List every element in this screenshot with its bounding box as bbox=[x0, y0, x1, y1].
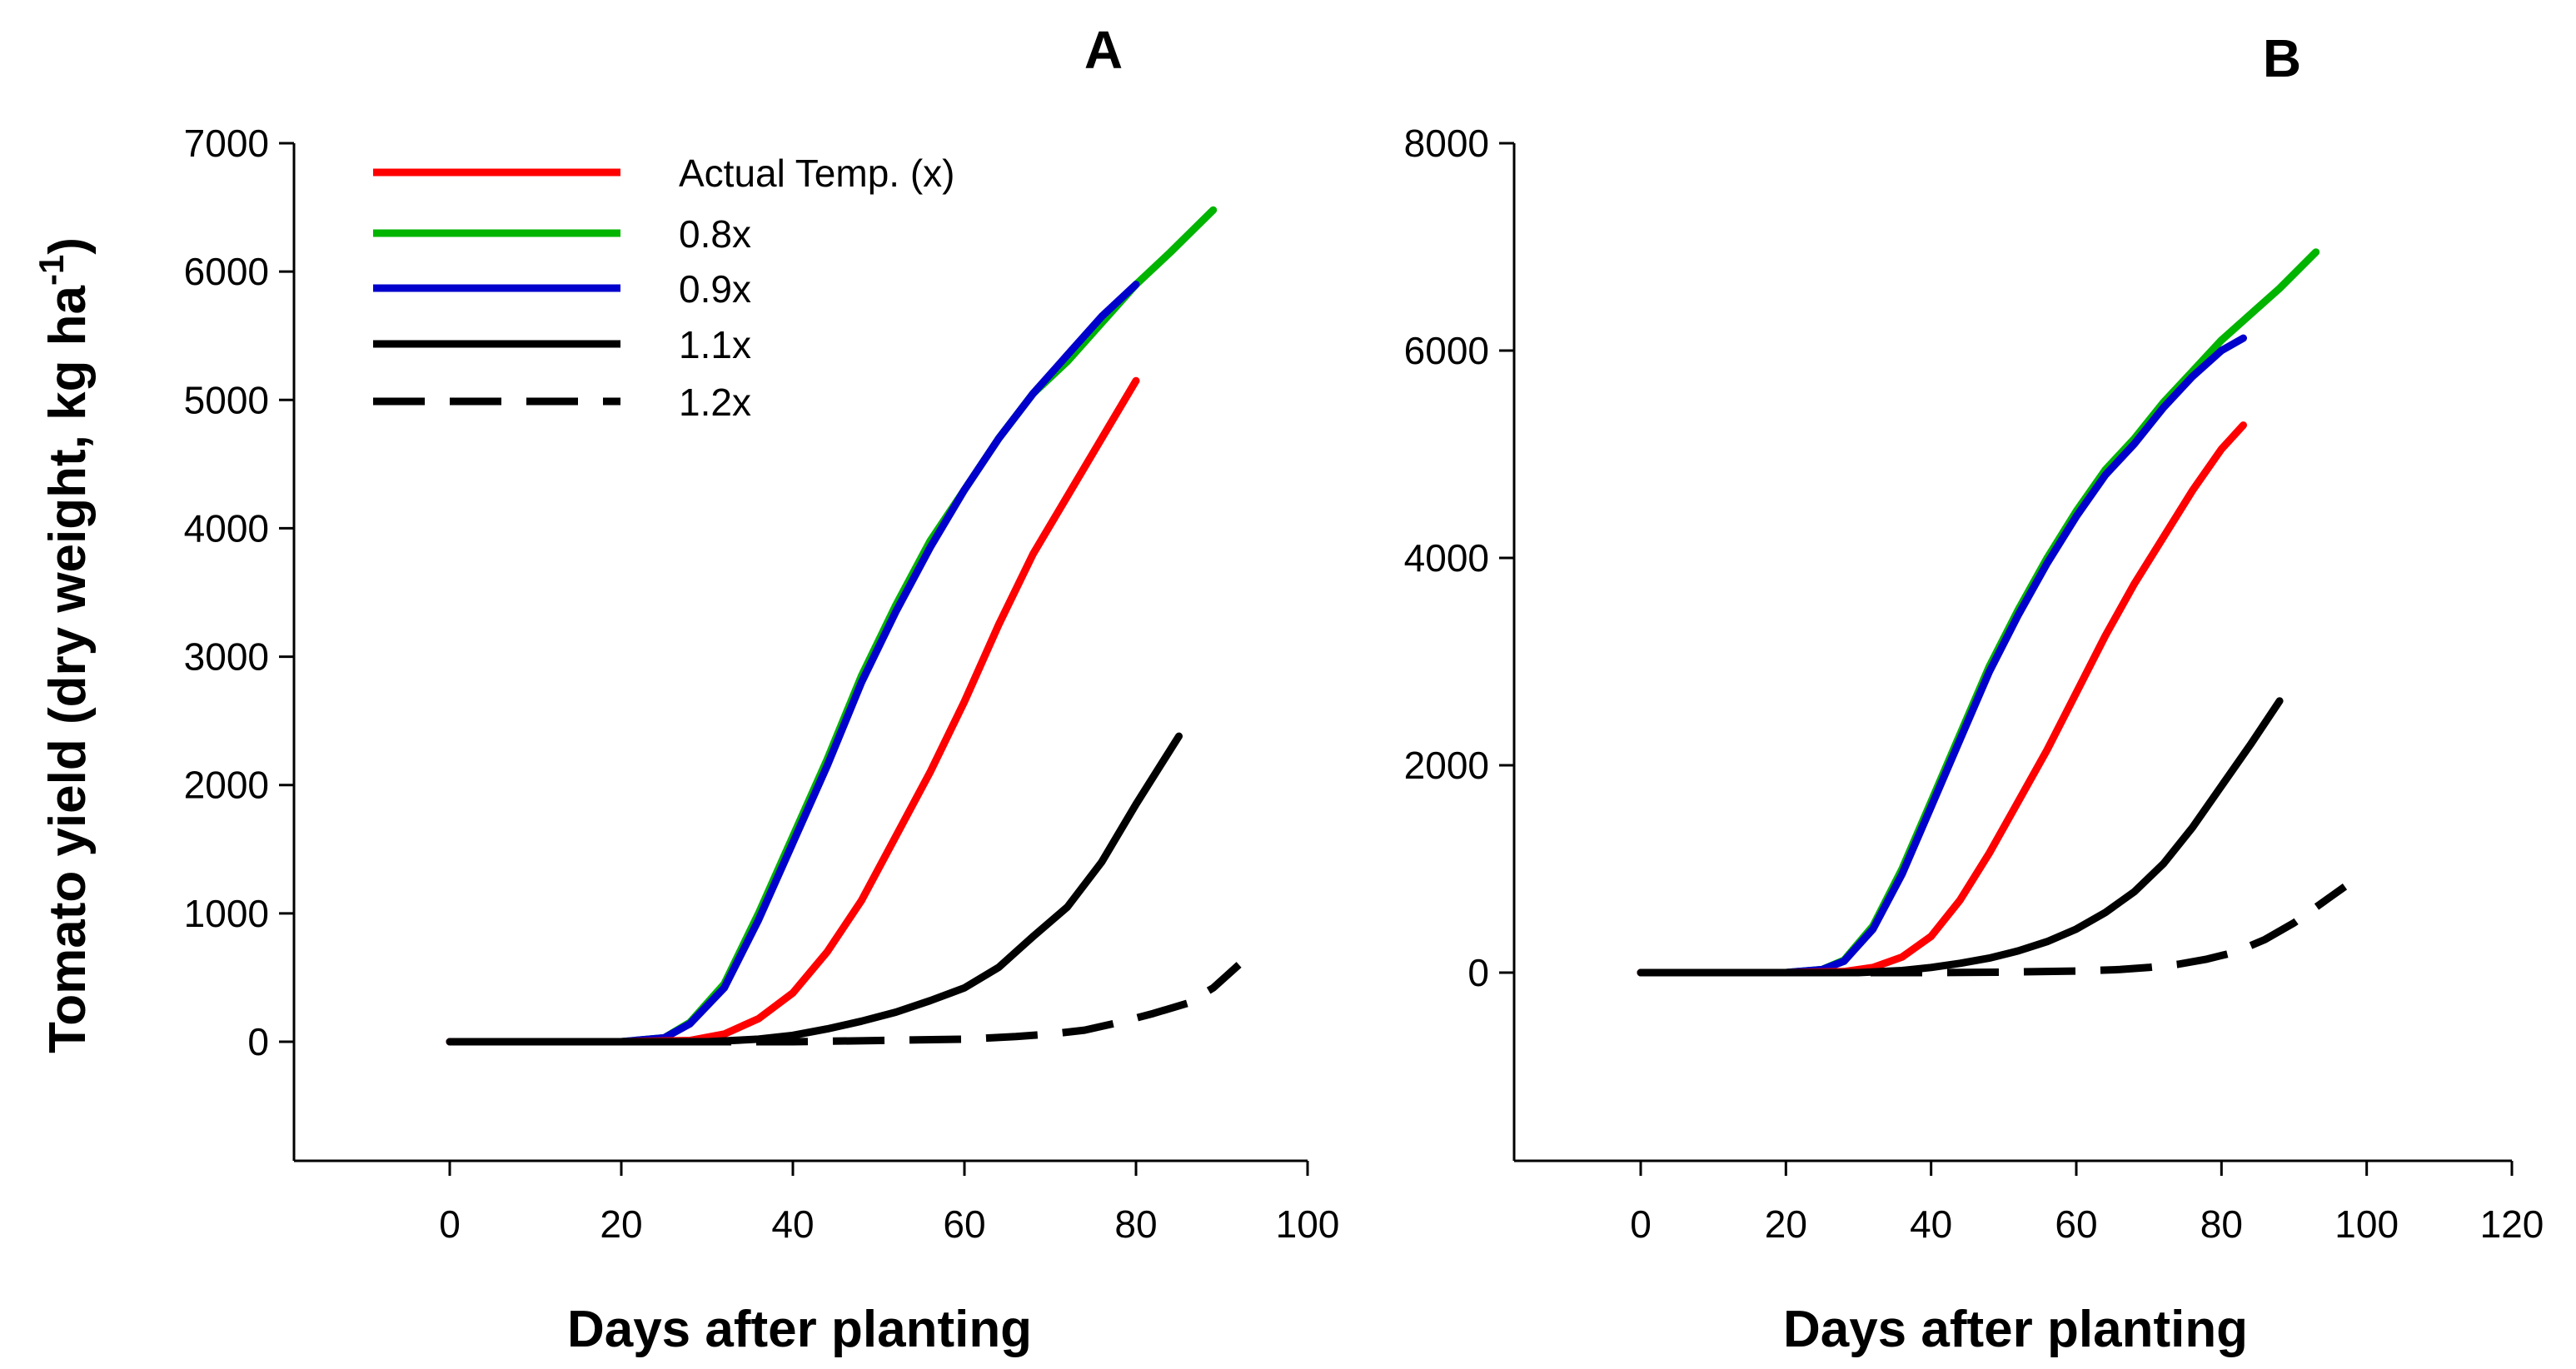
panel-a-label: A bbox=[1084, 20, 1123, 80]
panel-a-y-axis-title-sup: -1 bbox=[32, 255, 71, 286]
panel-b-x-axis-title: Days after planting bbox=[1783, 1301, 2248, 1358]
panel-a-y-axis-title: Tomato yield (dry weight, kg ha-1) bbox=[32, 237, 97, 1053]
panel-b-y-tick-label: 6000 bbox=[1404, 329, 1489, 372]
panel-a-y-tick-label: 0 bbox=[247, 1020, 269, 1063]
legend-item-1-1x: 1.1x bbox=[373, 323, 751, 366]
panel-b-y-tick-label: 0 bbox=[1467, 951, 1489, 994]
panel-a-y-tick-label: 7000 bbox=[184, 122, 269, 165]
panel-b-y-tick-label: 2000 bbox=[1404, 744, 1489, 787]
panel-b-x-tick-label: 60 bbox=[2055, 1202, 2097, 1246]
panel-a-y-tick-label: 2000 bbox=[184, 764, 269, 807]
panel-a-series-1-1x bbox=[446, 732, 1183, 1046]
legend-label-0-8x: 0.8x bbox=[679, 212, 751, 256]
panel-a-y-ticks: 0 1000 2000 3000 4000 5000 6000 7000 bbox=[184, 122, 294, 1063]
panel-b-x-tick-label: 0 bbox=[1630, 1202, 1652, 1246]
panel-b-x-tick-label: 40 bbox=[1910, 1202, 1952, 1246]
panel-a-series-lines bbox=[446, 206, 1242, 1046]
legend-label-actual-temp: Actual Temp. (x) bbox=[679, 152, 954, 195]
panel-a-y-axis-title-main: Tomato yield (dry weight, kg ha bbox=[39, 285, 97, 1053]
panel-a-y-tick-label: 3000 bbox=[184, 635, 269, 679]
legend-label-1-2x: 1.2x bbox=[679, 381, 751, 424]
panel-a-y-tick-label: 6000 bbox=[184, 250, 269, 293]
panel-a-series-1-2x bbox=[450, 962, 1242, 1046]
panel-b-x-tick-label: 20 bbox=[1765, 1202, 1807, 1246]
legend-item-1-2x: 1.2x bbox=[373, 381, 751, 424]
panel-b-x-tick-label: 120 bbox=[2480, 1202, 2544, 1246]
panel-a: A Tomato yield (dry weight, kg ha-1) Day… bbox=[32, 20, 1339, 1358]
legend-label-1-1x: 1.1x bbox=[679, 323, 751, 366]
panel-a-y-tick-label: 1000 bbox=[184, 892, 269, 935]
panel-b-series-lines bbox=[1637, 248, 2348, 977]
panel-a-y-tick-label: 4000 bbox=[184, 506, 269, 550]
panel-b-series-1-2x bbox=[1641, 884, 2348, 977]
panel-a-x-tick-label: 80 bbox=[1114, 1202, 1157, 1246]
panel-a-series-0-8x bbox=[446, 206, 1218, 1046]
legend-label-0-9x: 0.9x bbox=[679, 267, 751, 311]
legend: Actual Temp. (x) 0.8x 0.9x 1.1x 1.2x bbox=[373, 152, 954, 424]
panel-b-label: B bbox=[2263, 28, 2301, 88]
panel-a-y-tick-label: 5000 bbox=[184, 378, 269, 421]
legend-item-0-8x: 0.8x bbox=[373, 212, 751, 256]
panel-a-series-0-9x bbox=[446, 281, 1140, 1046]
panel-b-x-ticks: 0 20 40 60 80 100 120 bbox=[1630, 1161, 2544, 1246]
panel-b-series-actual-temp-x bbox=[1637, 421, 2247, 977]
panel-a-series-actual-temp-x bbox=[446, 376, 1140, 1046]
panel-a-x-ticks: 0 20 40 60 80 100 bbox=[439, 1161, 1339, 1246]
panel-b-y-ticks: 0 2000 4000 6000 8000 bbox=[1404, 122, 1514, 994]
panel-b-y-tick-label: 4000 bbox=[1404, 536, 1489, 580]
panel-a-x-tick-label: 60 bbox=[943, 1202, 985, 1246]
panel-a-x-tick-label: 0 bbox=[439, 1202, 461, 1246]
legend-item-actual-temp: Actual Temp. (x) bbox=[373, 152, 954, 195]
panel-a-x-tick-label: 100 bbox=[1276, 1202, 1340, 1246]
panel-b-x-tick-label: 80 bbox=[2200, 1202, 2243, 1246]
panel-b-y-tick-label: 8000 bbox=[1404, 122, 1489, 165]
panel-a-x-axis-title: Days after planting bbox=[567, 1301, 1032, 1358]
panel-b-x-tick-label: 100 bbox=[2334, 1202, 2399, 1246]
legend-item-0-9x: 0.9x bbox=[373, 267, 751, 311]
panel-a-x-tick-label: 40 bbox=[771, 1202, 814, 1246]
panel-a-y-axis-title-close: ) bbox=[39, 237, 97, 255]
panel-a-x-tick-label: 20 bbox=[600, 1202, 642, 1246]
panel-b-series-0-9x bbox=[1637, 334, 2247, 977]
panel-b: B Days after planting 02000400060008000 … bbox=[1404, 28, 2544, 1358]
